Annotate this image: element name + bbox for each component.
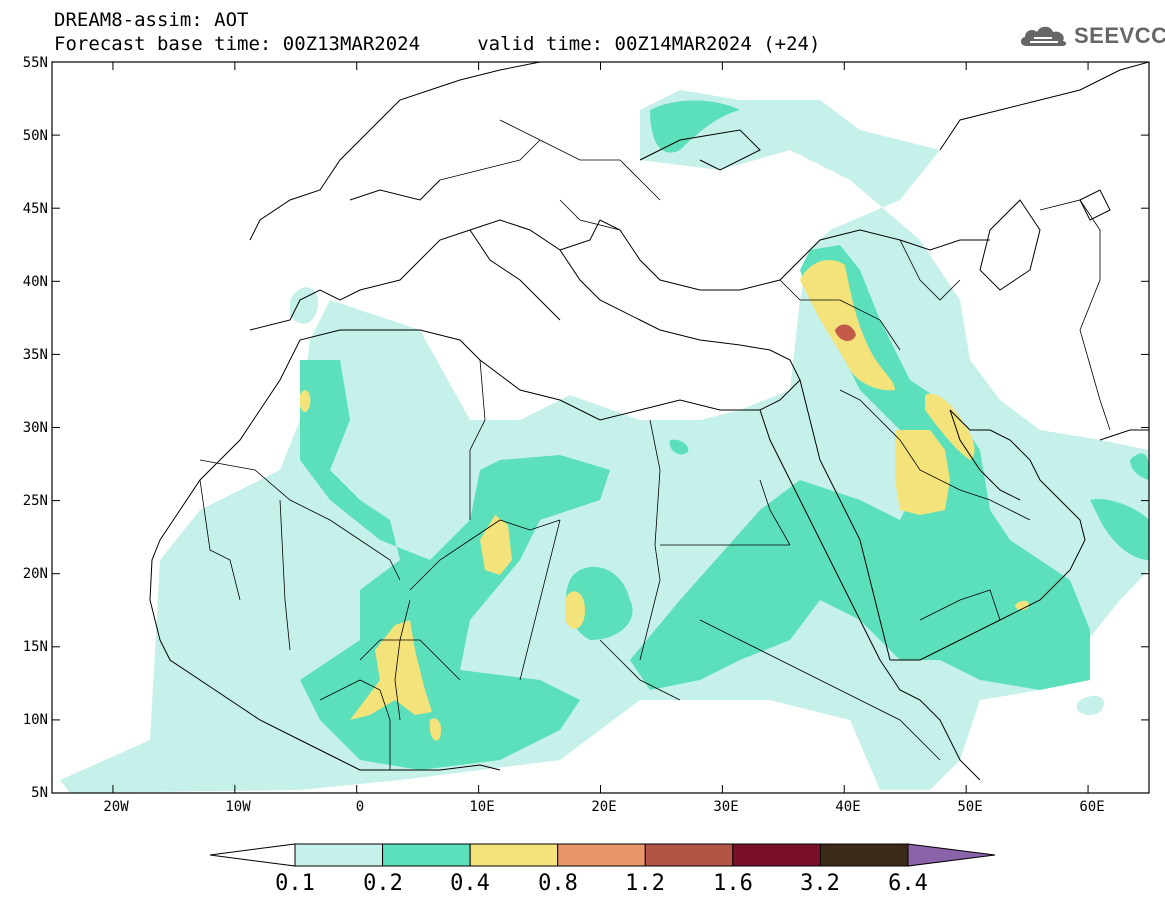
- lon-label: 20W: [103, 799, 129, 815]
- colorbar-box: [469, 843, 559, 867]
- lat-label: 55N: [22, 55, 48, 71]
- lat-label: 35N: [22, 347, 48, 363]
- forecast-time-info: Forecast base time: 00Z13MAR2024 valid t…: [54, 33, 821, 55]
- colorbar-label: 0.8: [538, 871, 578, 896]
- cloud-logo-icon: [1020, 26, 1067, 46]
- axis-ticks: [52, 61, 1149, 794]
- lat-label: 40N: [22, 274, 48, 290]
- lon-label: 10E: [469, 799, 495, 815]
- country-borders: [199, 119, 1111, 770]
- colorbar-label: 1.2: [625, 871, 665, 896]
- lat-label: 30N: [22, 420, 48, 436]
- colorbar-box: [294, 843, 384, 867]
- colorbar-arrow-low: [209, 843, 296, 867]
- colorbar-arrow-high: [907, 843, 996, 867]
- colorbar-box: [557, 843, 646, 867]
- lon-label: 50E: [957, 799, 983, 815]
- colorbar-box: [382, 843, 471, 867]
- aot-field-08: [835, 324, 856, 342]
- chart-title: DREAM8-assim: AOT: [54, 9, 249, 31]
- colorbar-label: 0.1: [275, 871, 315, 896]
- lon-label: 10W: [225, 799, 251, 815]
- lat-label: 10N: [22, 712, 48, 728]
- lat-label: 5N: [31, 785, 48, 801]
- colorbar-box: [644, 843, 734, 867]
- lat-label: 45N: [22, 201, 48, 217]
- lon-label: 0: [355, 799, 365, 815]
- colorbar-label: 3.2: [800, 871, 840, 896]
- lon-label: 40E: [835, 799, 861, 815]
- seevccc-logo: SEEVCCC: [1018, 22, 1165, 50]
- colorbar-label: 0.4: [450, 871, 490, 896]
- coastlines: [149, 62, 1149, 781]
- lat-label: 15N: [22, 639, 48, 655]
- colorbar-box: [732, 843, 821, 867]
- lat-label: 50N: [22, 128, 48, 144]
- lon-label: 60E: [1079, 799, 1105, 815]
- lon-label: 30E: [713, 799, 739, 815]
- lon-label: 20E: [591, 799, 617, 815]
- colorbar-box: [819, 843, 909, 867]
- colorbar-label: 6.4: [888, 871, 928, 896]
- aot-field-02: [300, 100, 1149, 770]
- colorbar-label: 0.2: [363, 871, 403, 896]
- lat-label: 25N: [22, 493, 48, 509]
- colorbar-label: 1.6: [713, 871, 753, 896]
- lat-label: 20N: [22, 566, 48, 582]
- logo-text: SEEVCCC: [1074, 23, 1165, 48]
